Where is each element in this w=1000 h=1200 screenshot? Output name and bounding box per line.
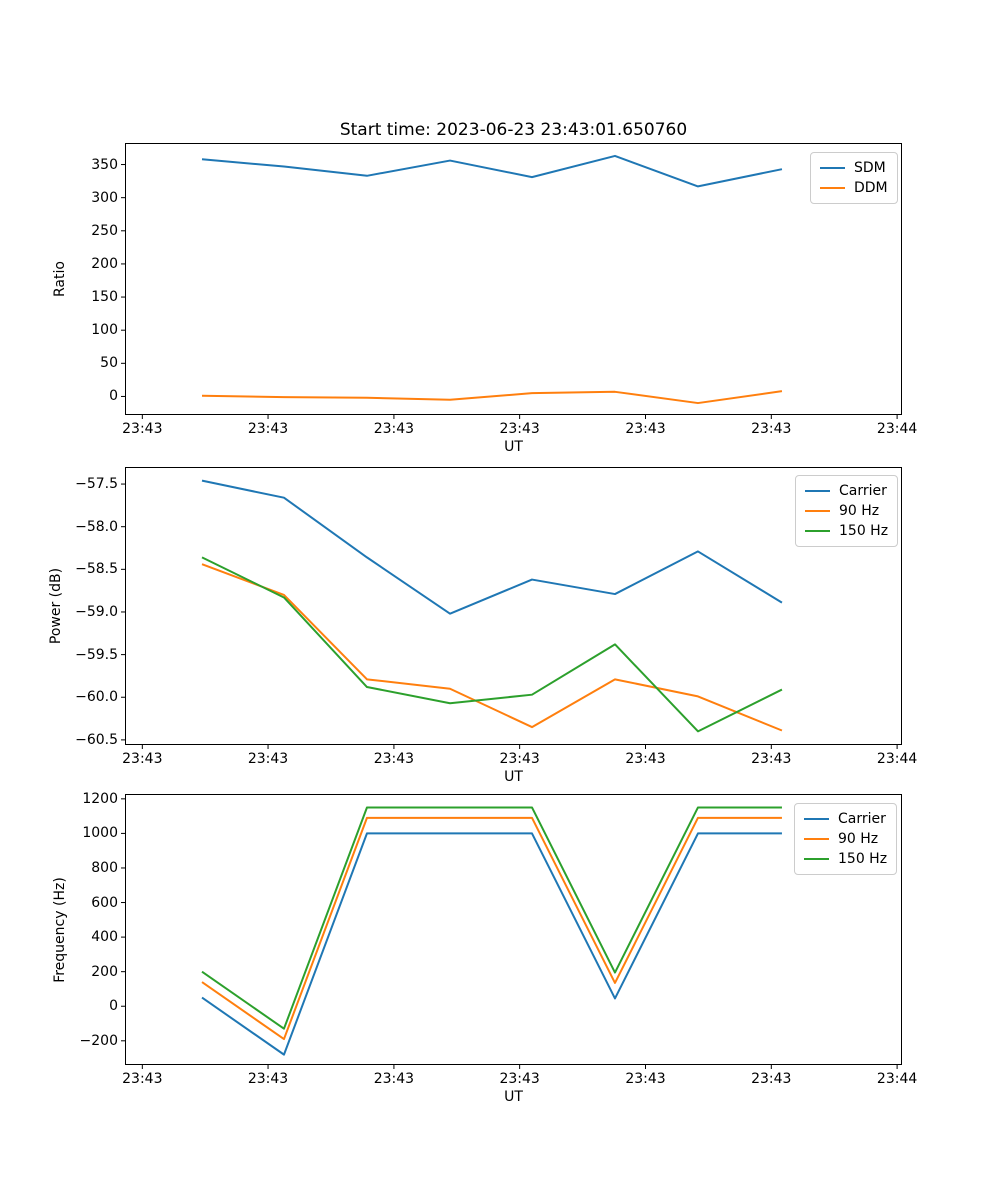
ratio-axes-frame bbox=[125, 143, 902, 415]
frequency-axes-frame bbox=[125, 794, 902, 1065]
power-legend-entry-carrier: Carrier bbox=[805, 481, 888, 501]
power-y-tick-label: −60.0 bbox=[75, 689, 118, 706]
frequency-x-tick-label: 23:43 bbox=[751, 1071, 792, 1087]
ratio-y-tick-label: 0 bbox=[109, 388, 118, 405]
frequency-legend-label-150-hz: 150 Hz bbox=[838, 851, 888, 867]
ratio-x-tick-label: 23:43 bbox=[247, 421, 289, 437]
ratio-series-line-ddm bbox=[201, 390, 783, 405]
ratio-y-tick-label: 100 bbox=[91, 322, 118, 339]
frequency-legend-entry-150-hz: 150 Hz bbox=[804, 849, 887, 869]
ratio-legend-line-sample-ddm bbox=[820, 187, 845, 189]
frequency-legend-entry-carrier: Carrier bbox=[804, 809, 887, 829]
ratio-x-tick-label: 23:43 bbox=[122, 421, 163, 437]
power-legend-label-carrier: Carrier bbox=[839, 483, 887, 499]
ratio-plot-area bbox=[121, 143, 902, 419]
frequency-legend-label-90-hz: 90 Hz bbox=[838, 831, 879, 847]
frequency-x-tick-label: 23:43 bbox=[625, 1071, 666, 1087]
power-x-tick-label: 23:43 bbox=[751, 751, 792, 767]
ratio-legend-line-sample-sdm bbox=[820, 167, 845, 169]
ratio-legend-label-sdm: SDM bbox=[854, 160, 886, 176]
power-legend-entry-90-hz: 90 Hz bbox=[805, 501, 888, 521]
power-legend-entry-150-hz: 150 Hz bbox=[805, 521, 888, 541]
frequency-x-tick-label: 23:43 bbox=[247, 1071, 289, 1087]
power-legend-line-sample-90-hz bbox=[805, 510, 830, 512]
ratio-legend-entry-ddm: DDM bbox=[820, 178, 888, 198]
ratio-y-tick-label: 300 bbox=[91, 189, 118, 206]
frequency-plot-area bbox=[121, 794, 902, 1069]
ratio-legend-label-ddm: DDM bbox=[854, 180, 888, 196]
power-legend-line-sample-carrier bbox=[805, 490, 830, 492]
frequency-legend-line-sample-150-hz bbox=[804, 858, 829, 860]
power-y-tick-label: −60.5 bbox=[75, 731, 118, 748]
power-x-tick-label: 23:44 bbox=[876, 751, 918, 767]
ratio-x-tick-label: 23:44 bbox=[876, 421, 918, 437]
frequency-x-tick-label: 23:43 bbox=[373, 1071, 415, 1087]
power-y-tick-label: −58.5 bbox=[75, 561, 118, 578]
ratio-x-tick-label: 23:43 bbox=[373, 421, 415, 437]
frequency-series-line-150-hz bbox=[201, 806, 782, 1030]
frequency-y-tick-label: 800 bbox=[91, 859, 118, 876]
frequency-y-tick-label: 200 bbox=[91, 963, 118, 980]
ratio-x-axis-label: UT bbox=[504, 439, 523, 455]
power-y-tick-label: −59.0 bbox=[75, 603, 118, 620]
ratio-y-tick-label: 200 bbox=[91, 255, 118, 272]
power-legend-label-90-hz: 90 Hz bbox=[839, 503, 880, 519]
power-x-tick-label: 23:43 bbox=[499, 751, 540, 767]
frequency-x-tick-label: 23:43 bbox=[499, 1071, 540, 1087]
frequency-y-tick-label: 1000 bbox=[82, 825, 118, 842]
power-axes-frame bbox=[125, 467, 902, 745]
frequency-x-axis-label: UT bbox=[504, 1089, 523, 1105]
ratio-y-tick-label: 250 bbox=[91, 222, 118, 239]
ratio-y-tick-label: 150 bbox=[91, 289, 118, 306]
ratio-y-axis-label: Ratio bbox=[52, 261, 68, 297]
frequency-x-tick-label: 23:44 bbox=[876, 1071, 918, 1087]
ratio-legend-entry-sdm: SDM bbox=[820, 158, 888, 178]
power-y-tick-label: −58.0 bbox=[75, 518, 118, 535]
frequency-series-line-carrier bbox=[201, 832, 782, 1056]
ratio-x-tick-label: 23:43 bbox=[625, 421, 666, 437]
frequency-legend-line-sample-90-hz bbox=[804, 838, 829, 840]
ratio-x-tick-label: 23:43 bbox=[499, 421, 540, 437]
power-x-axis-label: UT bbox=[504, 769, 523, 785]
power-x-tick-label: 23:43 bbox=[373, 751, 415, 767]
frequency-legend-label-carrier: Carrier bbox=[838, 811, 886, 827]
frequency-y-tick-label: 1200 bbox=[82, 790, 118, 807]
ratio-y-tick-label: 350 bbox=[91, 156, 118, 173]
power-y-tick-label: −59.5 bbox=[75, 646, 118, 663]
frequency-y-tick-label: 0 bbox=[109, 998, 118, 1015]
power-legend-label-150-hz: 150 Hz bbox=[839, 523, 889, 539]
power-series-line-carrier bbox=[201, 479, 783, 615]
frequency-y-tick-label: 600 bbox=[91, 894, 118, 911]
frequency-legend-entry-90-hz: 90 Hz bbox=[804, 829, 887, 849]
power-x-tick-label: 23:43 bbox=[625, 751, 666, 767]
frequency-legend-line-sample-carrier bbox=[804, 818, 829, 820]
frequency-legend: Carrier 90 Hz 150 Hz bbox=[794, 803, 898, 875]
power-legend-line-sample-150-hz bbox=[805, 530, 830, 532]
power-legend: Carrier 90 Hz 150 Hz bbox=[795, 475, 899, 547]
power-series-line-90-hz bbox=[201, 563, 783, 732]
power-x-tick-label: 23:43 bbox=[247, 751, 289, 767]
frequency-series-line-90-hz bbox=[201, 816, 782, 1041]
power-plot-area bbox=[121, 467, 902, 749]
ratio-legend: SDM DDM bbox=[810, 152, 898, 204]
frequency-y-tick-label: 400 bbox=[91, 929, 118, 946]
figure-title: Start time: 2023-06-23 23:43:01.650760 bbox=[339, 120, 688, 140]
ratio-y-tick-label: 50 bbox=[100, 355, 118, 372]
ratio-x-tick-label: 23:43 bbox=[751, 421, 792, 437]
power-y-tick-label: −57.5 bbox=[75, 476, 118, 493]
power-series-line-150-hz bbox=[201, 556, 783, 733]
frequency-x-tick-label: 23:43 bbox=[122, 1071, 163, 1087]
ratio-series-line-sdm bbox=[201, 154, 783, 188]
frequency-y-tick-label: −200 bbox=[79, 1032, 118, 1049]
power-x-tick-label: 23:43 bbox=[122, 751, 163, 767]
